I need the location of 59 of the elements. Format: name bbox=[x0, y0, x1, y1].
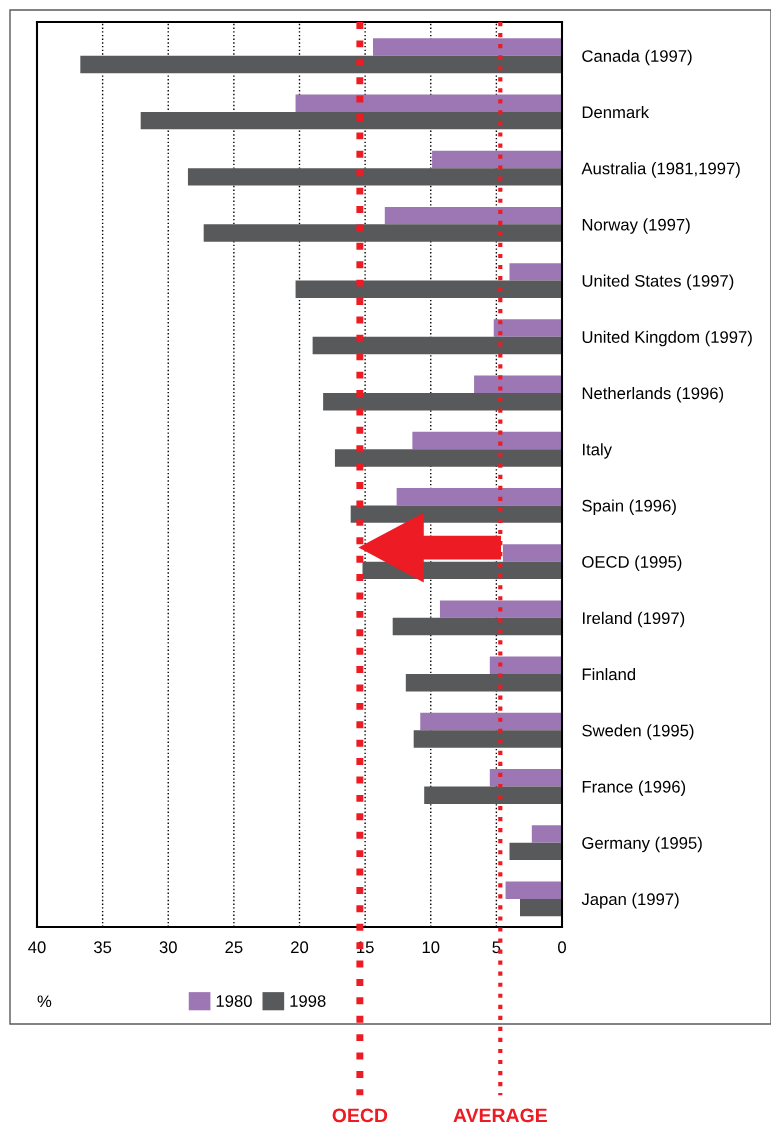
bar bbox=[520, 898, 562, 917]
y-tick-label: United States (1997) bbox=[582, 274, 734, 291]
bar bbox=[203, 224, 562, 242]
x-tick-label: 30 bbox=[159, 941, 177, 954]
bar bbox=[405, 674, 562, 692]
y-tick-label: Australia (1981,1997) bbox=[581, 162, 740, 178]
bar bbox=[489, 656, 562, 675]
x-tick-label: 35 bbox=[93, 941, 112, 954]
bar bbox=[323, 392, 562, 411]
bar bbox=[502, 544, 562, 562]
bar bbox=[493, 319, 562, 337]
x-tick-label: 0 bbox=[558, 941, 566, 954]
bar bbox=[295, 94, 562, 112]
ref-line-label: AVERAGE bbox=[453, 1108, 547, 1123]
y-tick-label: Netherlands (1996) bbox=[582, 386, 724, 403]
bar bbox=[420, 712, 562, 731]
y-tick-label: Ireland (1997) bbox=[582, 611, 685, 628]
x-axis-title: % bbox=[37, 995, 52, 1008]
bar bbox=[295, 280, 562, 298]
y-tick-label: Italy bbox=[582, 443, 612, 459]
x-tick-label: 20 bbox=[291, 941, 309, 954]
y-tick-label: Norway (1997) bbox=[582, 218, 690, 234]
bar bbox=[489, 769, 562, 787]
bar bbox=[396, 487, 562, 506]
bar bbox=[474, 375, 562, 393]
y-tick-label: Germany (1995) bbox=[582, 836, 702, 853]
y-tick-label: Spain (1996) bbox=[582, 499, 676, 515]
bar bbox=[509, 263, 562, 281]
y-tick-label: France (1996) bbox=[582, 780, 686, 796]
x-tick-label: 10 bbox=[422, 941, 440, 954]
y-tick-label: Canada (1997) bbox=[582, 49, 692, 66]
bar bbox=[140, 111, 562, 130]
bar bbox=[531, 825, 562, 843]
y-tick-label: OECD (1995) bbox=[582, 555, 682, 572]
x-tick-label: 40 bbox=[28, 941, 46, 954]
x-tick-label: 25 bbox=[225, 941, 243, 954]
y-tick-label: Japan (1997) bbox=[581, 892, 679, 909]
bar bbox=[505, 881, 562, 899]
bar bbox=[424, 786, 562, 804]
bar bbox=[350, 505, 562, 523]
ref-line-label: OECD bbox=[332, 1108, 388, 1123]
y-tick-label: Sweden (1995) bbox=[582, 724, 694, 740]
legend-label: 1998 bbox=[290, 995, 326, 1007]
y-tick-label: United Kingdom (1997) bbox=[582, 330, 752, 347]
bar bbox=[432, 150, 562, 169]
y-tick-label: Denmark bbox=[582, 105, 650, 119]
bar bbox=[412, 431, 562, 450]
bar bbox=[509, 842, 562, 861]
bar bbox=[334, 449, 562, 467]
y-tick-label: Finland bbox=[582, 668, 636, 681]
bar bbox=[413, 730, 562, 748]
bar bbox=[80, 55, 562, 74]
bar bbox=[439, 600, 562, 618]
bar bbox=[373, 38, 562, 56]
legend-label: 1980 bbox=[216, 995, 252, 1007]
bar bbox=[392, 617, 562, 636]
bar bbox=[312, 336, 562, 355]
bar bbox=[384, 206, 562, 225]
bar bbox=[187, 168, 562, 186]
